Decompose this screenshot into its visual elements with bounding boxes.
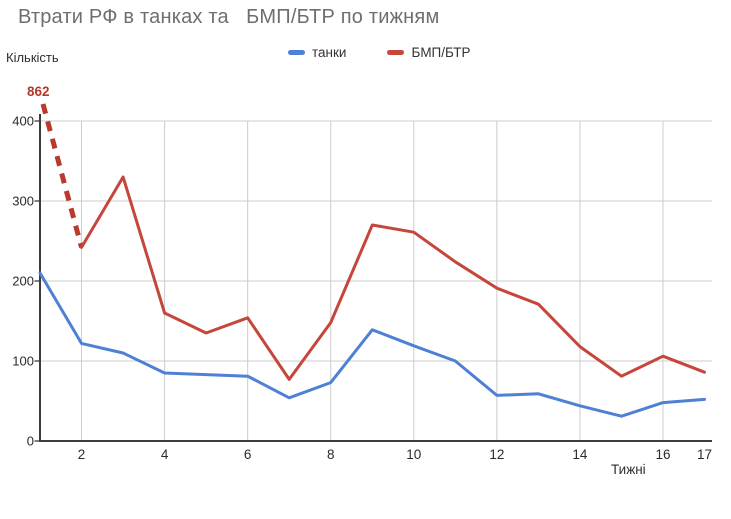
x-tick-label: 2 (78, 447, 86, 462)
y-tick-label: 200 (12, 274, 34, 289)
series-line-bmp-btr (80, 175, 706, 381)
x-tick-label: 4 (161, 447, 169, 462)
y-tick-label: 300 (12, 194, 34, 209)
off-scale-value-annotation: 862 (27, 84, 50, 99)
off-scale-dashed-segment (40, 103, 84, 249)
x-tick-label: 14 (572, 447, 588, 462)
legend-item-tanks: танки (288, 45, 346, 60)
x-tick-label: 16 (655, 447, 670, 462)
x-tick-label: 12 (489, 447, 504, 462)
y-tick-label: 400 (12, 114, 34, 129)
legend-item-bmp-btr: БМП/БТР (387, 44, 471, 60)
x-axis-title: Тижні (611, 462, 646, 477)
y-axis-title: Кількість (6, 50, 59, 65)
legend-label-tanks: танки (312, 44, 347, 60)
legend: танки БМП/БТР (288, 44, 471, 60)
y-tick-label: 100 (12, 354, 34, 369)
y-tick-label: 0 (27, 434, 34, 449)
bmp-btr-series-swatch-icon (387, 49, 405, 55)
tanks-series-swatch-icon (288, 49, 305, 55)
x-tick-label: 17 (697, 447, 712, 462)
series-line-tanks (38, 271, 706, 418)
x-tick-label: 6 (244, 447, 252, 462)
legend-label-bmp-btr: БМП/БТР (411, 44, 471, 60)
chart-title: Втрати РФ в танках та БМП/БТР по тижням (18, 6, 440, 28)
x-tick-label: 8 (327, 447, 335, 462)
x-tick-label: 10 (406, 447, 421, 462)
